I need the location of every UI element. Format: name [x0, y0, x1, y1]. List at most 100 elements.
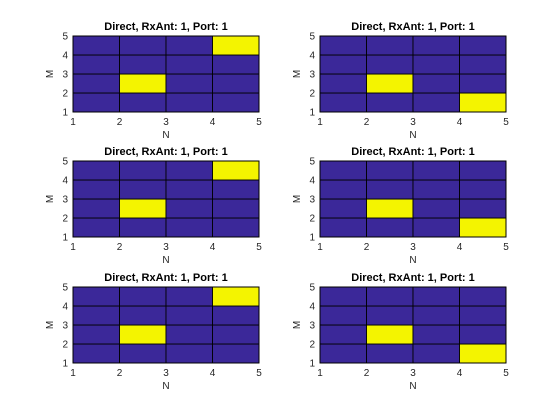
- y-tick-label: 1: [309, 233, 315, 244]
- chart-title: Direct, RxAnt: 1, Port: 1: [104, 21, 227, 33]
- heatmap-cell-low: [319, 286, 367, 307]
- chart-title: Direct, RxAnt: 1, Port: 1: [104, 272, 227, 284]
- heatmap-cell-low: [412, 179, 460, 200]
- heatmap-cell-low: [412, 160, 460, 181]
- y-tick-label: 1: [62, 359, 68, 370]
- heatmap-cell-low: [165, 305, 213, 326]
- x-tick-label: 2: [117, 117, 123, 128]
- heatmap-cell-low: [72, 160, 120, 181]
- heatmap-cell-low: [212, 92, 260, 113]
- y-tick-label: 2: [309, 340, 315, 351]
- heatmap-cell-low: [459, 286, 507, 307]
- y-tick-label: 4: [309, 51, 315, 62]
- y-tick-label: 2: [309, 89, 315, 100]
- heatmap-cell-low: [119, 286, 167, 307]
- x-tick-label: 2: [117, 242, 123, 253]
- x-tick-label: 1: [70, 242, 76, 253]
- y-tick-label: 3: [62, 195, 68, 206]
- x-tick-label: 3: [163, 117, 169, 128]
- heatmap-cell-low: [319, 305, 367, 326]
- y-tick-label: 1: [62, 233, 68, 244]
- heatmap-cell-high: [119, 198, 167, 219]
- heatmap-cell-low: [72, 73, 120, 94]
- heatmap-cell-low: [212, 343, 260, 364]
- heatmap-cell-low: [459, 305, 507, 326]
- x-axis-label: N: [409, 255, 416, 266]
- x-tick-label: 3: [410, 368, 416, 379]
- heatmap-cell-low: [366, 179, 414, 200]
- heatmap-cell-low: [212, 73, 260, 94]
- heatmap-cell-low: [212, 54, 260, 75]
- heatmap-cell-low: [165, 286, 213, 307]
- heatmap-cell-low: [412, 73, 460, 94]
- y-tick-label: 2: [62, 340, 68, 351]
- heatmap-cell-high: [366, 324, 414, 345]
- y-tick-label: 4: [309, 176, 315, 187]
- heatmap-cell-low: [319, 54, 367, 75]
- y-tick-label: 5: [309, 32, 315, 43]
- heatmap-cell-low: [412, 286, 460, 307]
- y-tick-label: 4: [62, 302, 68, 313]
- heatmap-cell-high: [366, 73, 414, 94]
- chart-title: Direct, RxAnt: 1, Port: 1: [351, 272, 474, 284]
- heatmap-cell-low: [119, 179, 167, 200]
- y-tick-label: 4: [62, 176, 68, 187]
- heatmap-cell-low: [319, 35, 367, 56]
- heatmap-cell-low: [165, 73, 213, 94]
- x-tick-label: 2: [364, 368, 370, 379]
- heatmap-cell-low: [319, 160, 367, 181]
- y-axis-label: M: [45, 70, 56, 78]
- heatmap-cell-low: [412, 198, 460, 219]
- heatmap-cell-low: [319, 217, 367, 238]
- heatmap-cell-low: [165, 54, 213, 75]
- y-tick-label: 4: [62, 51, 68, 62]
- heatmap-cell-low: [319, 92, 367, 113]
- heatmap-cell-low: [165, 343, 213, 364]
- x-tick-label: 4: [210, 242, 216, 253]
- heatmap-cell-low: [72, 92, 120, 113]
- heatmap-cell-low: [119, 217, 167, 238]
- heatmap-cell-low: [72, 35, 120, 56]
- heatmap-cell-low: [319, 198, 367, 219]
- heatmap-cell-low: [212, 324, 260, 345]
- x-tick-label: 2: [364, 117, 370, 128]
- heatmap-cell-low: [119, 160, 167, 181]
- x-tick-label: 5: [503, 117, 509, 128]
- chart-title: Direct, RxAnt: 1, Port: 1: [351, 21, 474, 33]
- heatmap-cell-low: [165, 160, 213, 181]
- heatmap-cell-low: [459, 324, 507, 345]
- heatmap-cell-low: [366, 217, 414, 238]
- x-tick-label: 1: [70, 368, 76, 379]
- heatmap-cell-low: [165, 35, 213, 56]
- y-tick-label: 5: [62, 283, 68, 294]
- x-axis-label: N: [409, 130, 416, 141]
- x-tick-label: 2: [117, 368, 123, 379]
- heatmap-cell-high: [119, 73, 167, 94]
- heatmap-cell-low: [366, 35, 414, 56]
- heatmap-cell-high: [459, 92, 507, 113]
- heatmap-cell-high: [212, 286, 260, 307]
- heatmap-cell-low: [165, 217, 213, 238]
- heatmap-cell-low: [319, 343, 367, 364]
- heatmap-cell-low: [165, 179, 213, 200]
- x-tick-label: 5: [503, 368, 509, 379]
- heatmap-cell-low: [412, 35, 460, 56]
- heatmap-cell-low: [366, 54, 414, 75]
- x-tick-label: 4: [457, 117, 463, 128]
- heatmap-cell-low: [366, 92, 414, 113]
- heatmap-cell-low: [72, 217, 120, 238]
- heatmap-cell-low: [165, 92, 213, 113]
- y-tick-label: 1: [309, 359, 315, 370]
- y-tick-label: 5: [309, 283, 315, 294]
- heatmap-cell-high: [119, 324, 167, 345]
- y-tick-label: 4: [309, 302, 315, 313]
- y-tick-label: 2: [62, 89, 68, 100]
- y-tick-label: 3: [309, 321, 315, 332]
- heatmap-subplot-4: 1 2 3 4 5 1 2 3 4 5 Direct, RxAnt: 1, Port: 1 N M: [292, 146, 509, 266]
- heatmap-cell-low: [459, 198, 507, 219]
- y-axis-label: M: [292, 70, 303, 78]
- heatmap-subplot-2: 1 2 3 4 5 1 2 3 4 5 Direct, RxAnt: 1, Port: 1 N M: [292, 21, 509, 141]
- heatmap-cell-low: [72, 198, 120, 219]
- x-tick-label: 1: [317, 117, 323, 128]
- heatmap-cell-low: [72, 54, 120, 75]
